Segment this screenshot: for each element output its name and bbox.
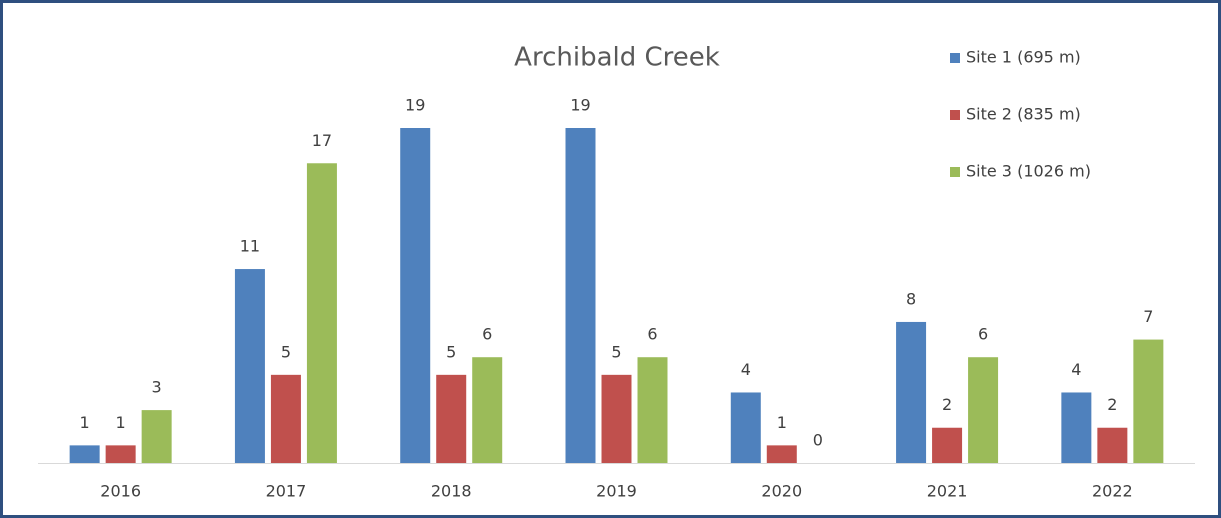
value-label: 17 <box>312 131 332 150</box>
value-label: 19 <box>570 96 590 115</box>
value-label: 6 <box>978 325 988 344</box>
bar <box>234 269 265 463</box>
legend-label: Site 3 (1026 m) <box>966 162 1091 181</box>
bar <box>968 357 999 463</box>
value-label: 4 <box>1071 360 1081 379</box>
bar <box>1097 427 1128 463</box>
value-label: 1 <box>777 413 787 432</box>
legend-swatch <box>950 110 960 120</box>
value-label: 2 <box>1107 395 1117 414</box>
legend-label: Site 2 (835 m) <box>966 105 1081 124</box>
value-label: 1 <box>80 413 90 432</box>
value-label: 7 <box>1143 307 1153 326</box>
bar <box>472 357 503 463</box>
bar <box>1061 392 1092 463</box>
value-label: 5 <box>446 342 456 361</box>
x-tick-label: 2018 <box>431 482 472 501</box>
bar <box>637 357 668 463</box>
bar <box>766 445 797 463</box>
value-label: 5 <box>611 342 621 361</box>
bar <box>601 374 632 463</box>
bar <box>400 128 431 463</box>
bar <box>141 410 172 463</box>
bar <box>730 392 761 463</box>
x-tick-label: 2020 <box>761 482 802 501</box>
value-label: 3 <box>152 378 162 397</box>
chart-title: Archibald Creek <box>514 43 720 73</box>
bar <box>896 321 927 463</box>
value-label: 6 <box>482 325 492 344</box>
value-label: 6 <box>647 325 657 344</box>
bar <box>270 374 301 463</box>
value-label: 4 <box>741 360 751 379</box>
x-tick-label: 2019 <box>596 482 637 501</box>
legend-label: Site 1 (695 m) <box>966 48 1081 67</box>
x-tick-label: 2021 <box>927 482 968 501</box>
bar <box>1133 339 1164 463</box>
bar <box>436 374 467 463</box>
value-label: 2 <box>942 395 952 414</box>
x-tick-label: 2017 <box>266 482 307 501</box>
value-label: 1 <box>116 413 126 432</box>
value-label: 19 <box>405 96 425 115</box>
value-label: 0 <box>813 431 823 450</box>
x-tick-label: 2016 <box>100 482 141 501</box>
bar <box>69 445 100 463</box>
bar <box>565 128 596 463</box>
value-label: 11 <box>240 237 260 256</box>
legend-swatch <box>950 53 960 63</box>
x-tick-label: 2022 <box>1092 482 1133 501</box>
bar <box>306 163 337 463</box>
bar <box>932 427 963 463</box>
value-label: 8 <box>906 289 916 308</box>
value-label: 5 <box>281 342 291 361</box>
legend-swatch <box>950 167 960 177</box>
bar <box>105 445 136 463</box>
